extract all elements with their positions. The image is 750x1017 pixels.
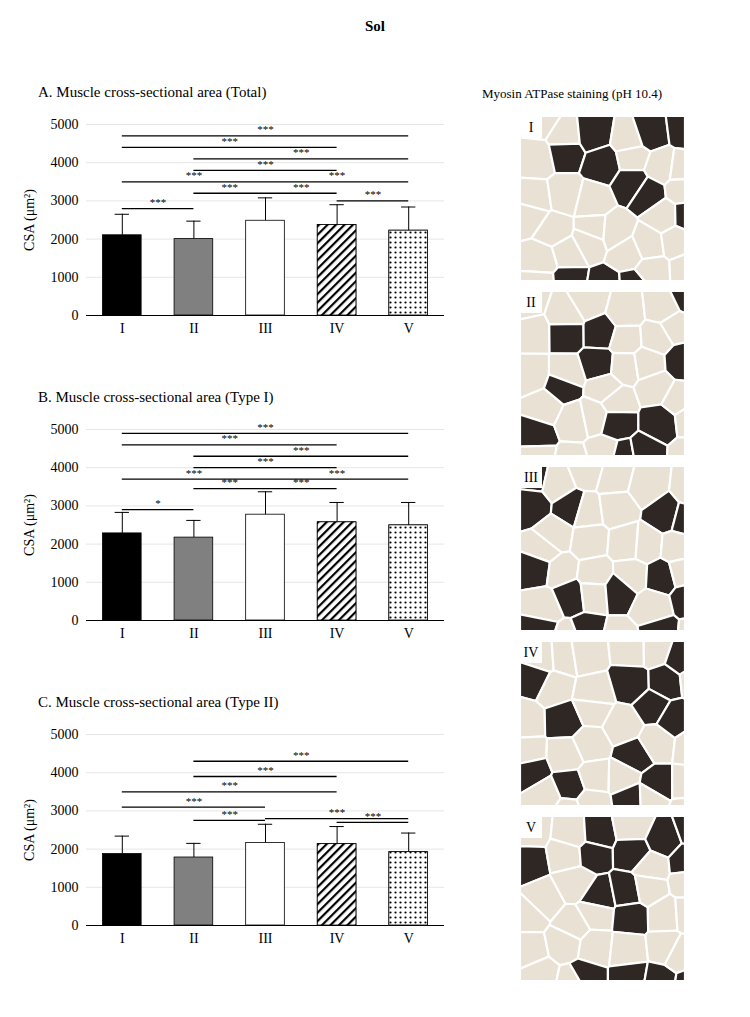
svg-text:***: ***	[257, 123, 274, 135]
svg-text:III: III	[259, 321, 273, 336]
svg-text:***: ***	[365, 810, 382, 822]
svg-text:4000: 4000	[51, 765, 79, 780]
svg-text:0: 0	[72, 613, 79, 628]
svg-text:3000: 3000	[51, 193, 79, 208]
html-text:C. Muscle cross-sectional area: C. Muscle cross-sectional area (Type II)	[38, 694, 279, 710]
html-text:Sol: Sol	[365, 18, 385, 34]
svg-text:2000: 2000	[51, 537, 79, 552]
svg-text:CSA (μm²): CSA (μm²)	[22, 189, 38, 251]
svg-text:***: ***	[293, 476, 310, 488]
svg-text:II: II	[189, 931, 199, 946]
svg-text:CSA (μm²): CSA (μm²)	[22, 799, 38, 861]
svg-text:5000: 5000	[51, 422, 79, 437]
svg-text:***: ***	[221, 779, 238, 791]
svg-text:***: ***	[365, 188, 382, 200]
svg-text:***: ***	[257, 158, 274, 170]
svg-text:***: ***	[221, 432, 238, 444]
svg-text:***: ***	[293, 146, 310, 158]
svg-text:***: ***	[186, 795, 203, 807]
svg-text:II: II	[189, 626, 199, 641]
svg-text:V: V	[404, 321, 414, 336]
svg-text:***: ***	[329, 169, 346, 181]
svg-text:III: III	[524, 470, 538, 485]
svg-text:***: ***	[221, 808, 238, 820]
svg-text:I: I	[120, 931, 125, 946]
svg-text:I: I	[120, 626, 125, 641]
svg-text:II: II	[526, 295, 536, 310]
svg-text:IV: IV	[330, 626, 345, 641]
html-text:B. Muscle cross-sectional area: B. Muscle cross-sectional area (Type I)	[38, 389, 274, 405]
html-text:Myosin ATPase staining (pH 10.: Myosin ATPase staining (pH 10.4)	[482, 86, 663, 101]
svg-text:1000: 1000	[51, 575, 79, 590]
svg-text:***: ***	[221, 476, 238, 488]
svg-text:0: 0	[72, 918, 79, 933]
svg-text:V: V	[404, 626, 414, 641]
svg-text:2000: 2000	[51, 842, 79, 857]
svg-text:1000: 1000	[51, 270, 79, 285]
html-text:A. Muscle cross-sectional area: A. Muscle cross-sectional area (Total)	[38, 84, 267, 100]
svg-text:V: V	[526, 820, 536, 835]
svg-text:***: ***	[221, 181, 238, 193]
svg-text:***: ***	[150, 196, 167, 208]
svg-text:***: ***	[221, 135, 238, 147]
svg-text:5000: 5000	[51, 727, 79, 742]
svg-text:IV: IV	[524, 645, 539, 660]
svg-text:***: ***	[186, 467, 203, 479]
svg-text:2000: 2000	[51, 232, 79, 247]
svg-text:I: I	[529, 120, 534, 135]
svg-text:***: ***	[257, 764, 274, 776]
svg-text:***: ***	[293, 444, 310, 456]
svg-text:IV: IV	[330, 931, 345, 946]
svg-text:3000: 3000	[51, 803, 79, 818]
svg-text:***: ***	[186, 169, 203, 181]
svg-text:3000: 3000	[51, 498, 79, 513]
svg-text:0: 0	[72, 308, 79, 323]
svg-text:V: V	[404, 931, 414, 946]
svg-text:***: ***	[257, 421, 274, 433]
svg-text:***: ***	[293, 181, 310, 193]
svg-text:***: ***	[329, 806, 346, 818]
svg-text:***: ***	[329, 467, 346, 479]
svg-text:III: III	[259, 931, 273, 946]
svg-text:1000: 1000	[51, 880, 79, 895]
svg-text:IV: IV	[330, 321, 345, 336]
svg-text:5000: 5000	[51, 117, 79, 132]
svg-text:III: III	[259, 626, 273, 641]
svg-text:***: ***	[257, 455, 274, 467]
svg-text:4000: 4000	[51, 155, 79, 170]
svg-text:*: *	[155, 497, 161, 509]
svg-text:4000: 4000	[51, 460, 79, 475]
svg-text:II: II	[189, 321, 199, 336]
svg-text:CSA (μm²): CSA (μm²)	[22, 494, 38, 556]
svg-text:I: I	[120, 321, 125, 336]
svg-text:***: ***	[293, 749, 310, 761]
